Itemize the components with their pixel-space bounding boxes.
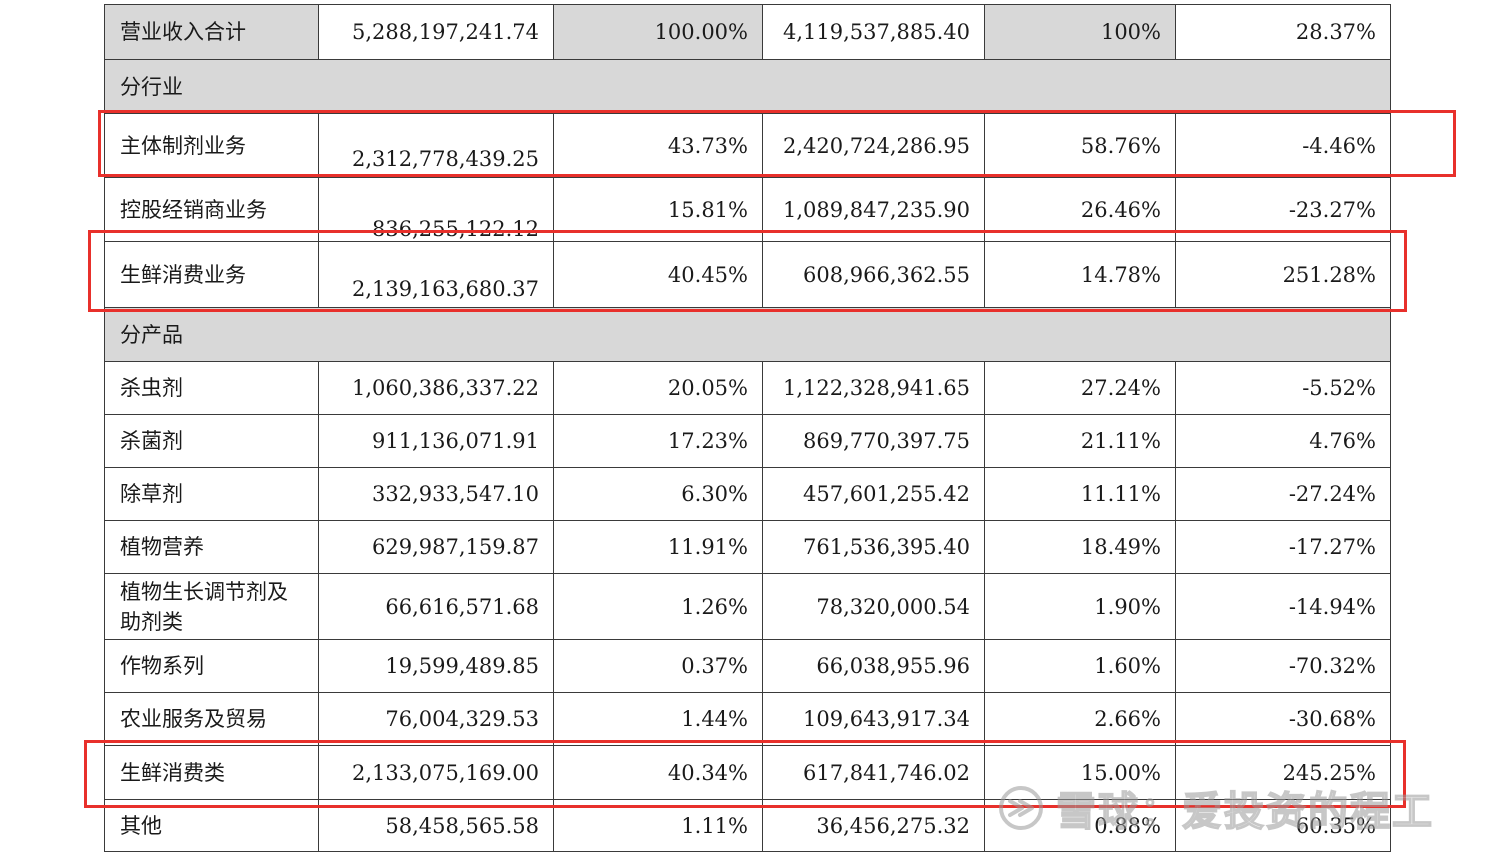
prior-share: 21.11% bbox=[984, 414, 1176, 468]
prior-share: 1.90% bbox=[984, 573, 1176, 640]
current-amount: 836,255,122.12 bbox=[318, 177, 554, 242]
current-amount: 19,599,489.85 bbox=[318, 639, 554, 693]
current-share: 43.73% bbox=[553, 113, 763, 178]
total-prior-share: 100% bbox=[984, 4, 1176, 60]
change-rate: -23.27% bbox=[1175, 177, 1391, 242]
change-rate: -4.46% bbox=[1175, 113, 1391, 178]
current-share: 0.37% bbox=[553, 639, 763, 693]
change-rate: 4.76% bbox=[1175, 414, 1391, 468]
change-rate: -14.94% bbox=[1175, 573, 1391, 640]
total-change: 28.37% bbox=[1175, 4, 1391, 60]
current-amount: 58,458,565.58 bbox=[318, 799, 554, 852]
prior-amount: 457,601,255.42 bbox=[762, 467, 985, 521]
current-amount: 629,987,159.87 bbox=[318, 520, 554, 574]
table-row: 杀虫剂 1,060,386,337.22 20.05% 1,122,328,94… bbox=[104, 361, 1391, 415]
current-share: 1.26% bbox=[553, 573, 763, 640]
current-amount: 2,139,163,680.37 bbox=[318, 241, 554, 308]
prior-amount: 2,420,724,286.95 bbox=[762, 113, 985, 178]
current-share: 1.44% bbox=[553, 692, 763, 746]
table-row: 主体制剂业务 2,312,778,439.25 43.73% 2,420,724… bbox=[104, 113, 1391, 178]
table-row: 植物生长调节剂及助剂类 66,616,571.68 1.26% 78,320,0… bbox=[104, 573, 1391, 640]
prior-amount: 1,089,847,235.90 bbox=[762, 177, 985, 242]
row-label: 控股经销商业务 bbox=[104, 177, 319, 242]
current-amount: 66,616,571.68 bbox=[318, 573, 554, 640]
row-label: 杀菌剂 bbox=[104, 414, 319, 468]
prior-share: 0.88% bbox=[984, 799, 1176, 852]
row-label: 除草剂 bbox=[104, 467, 319, 521]
current-amount: 2,312,778,439.25 bbox=[318, 113, 554, 178]
table-row: 杀菌剂 911,136,071.91 17.23% 869,770,397.75… bbox=[104, 414, 1391, 468]
current-share: 20.05% bbox=[553, 361, 763, 415]
row-label: 农业服务及贸易 bbox=[104, 692, 319, 746]
prior-amount: 78,320,000.54 bbox=[762, 573, 985, 640]
table-row: 其他 58,458,565.58 1.11% 36,456,275.32 0.8… bbox=[104, 799, 1391, 852]
prior-share: 58.76% bbox=[984, 113, 1176, 178]
prior-amount: 608,966,362.55 bbox=[762, 241, 985, 308]
change-rate: -70.32% bbox=[1175, 639, 1391, 693]
total-row: 营业收入合计 5,288,197,241.74 100.00% 4,119,53… bbox=[104, 4, 1391, 60]
revenue-table: 营业收入合计 5,288,197,241.74 100.00% 4,119,53… bbox=[104, 4, 1391, 852]
current-share: 1.11% bbox=[553, 799, 763, 852]
total-label: 营业收入合计 bbox=[104, 4, 319, 60]
change-rate: 60.35% bbox=[1175, 799, 1391, 852]
table-row: 生鲜消费类 2,133,075,169.00 40.34% 617,841,74… bbox=[104, 745, 1391, 800]
change-rate: 245.25% bbox=[1175, 745, 1391, 800]
prior-amount: 36,456,275.32 bbox=[762, 799, 985, 852]
prior-share: 11.11% bbox=[984, 467, 1176, 521]
current-share: 40.34% bbox=[553, 745, 763, 800]
table-row: 农业服务及贸易 76,004,329.53 1.44% 109,643,917.… bbox=[104, 692, 1391, 746]
table-row: 控股经销商业务 836,255,122.12 15.81% 1,089,847,… bbox=[104, 177, 1391, 242]
current-amount: 1,060,386,337.22 bbox=[318, 361, 554, 415]
prior-amount: 617,841,746.02 bbox=[762, 745, 985, 800]
prior-amount: 761,536,395.40 bbox=[762, 520, 985, 574]
current-share: 11.91% bbox=[553, 520, 763, 574]
table-row: 作物系列 19,599,489.85 0.37% 66,038,955.96 1… bbox=[104, 639, 1391, 693]
section-label-product: 分产品 bbox=[104, 307, 1391, 362]
prior-amount: 1,122,328,941.65 bbox=[762, 361, 985, 415]
row-label: 植物生长调节剂及助剂类 bbox=[104, 573, 319, 640]
prior-share: 27.24% bbox=[984, 361, 1176, 415]
prior-share: 2.66% bbox=[984, 692, 1176, 746]
table-row: 除草剂 332,933,547.10 6.30% 457,601,255.42 … bbox=[104, 467, 1391, 521]
row-label: 生鲜消费类 bbox=[104, 745, 319, 800]
total-prior-amount: 4,119,537,885.40 bbox=[762, 4, 985, 60]
change-rate: -30.68% bbox=[1175, 692, 1391, 746]
row-label: 作物系列 bbox=[104, 639, 319, 693]
change-rate: -5.52% bbox=[1175, 361, 1391, 415]
row-label: 主体制剂业务 bbox=[104, 113, 319, 178]
current-amount: 2,133,075,169.00 bbox=[318, 745, 554, 800]
change-rate: -27.24% bbox=[1175, 467, 1391, 521]
row-label: 植物营养 bbox=[104, 520, 319, 574]
prior-share: 18.49% bbox=[984, 520, 1176, 574]
row-label: 生鲜消费业务 bbox=[104, 241, 319, 308]
current-share: 17.23% bbox=[553, 414, 763, 468]
table-row: 生鲜消费业务 2,139,163,680.37 40.45% 608,966,3… bbox=[104, 241, 1391, 308]
total-current-amount: 5,288,197,241.74 bbox=[318, 4, 554, 60]
change-rate: -17.27% bbox=[1175, 520, 1391, 574]
row-label: 杀虫剂 bbox=[104, 361, 319, 415]
section-label-industry: 分行业 bbox=[104, 59, 1391, 114]
prior-share: 14.78% bbox=[984, 241, 1176, 308]
current-share: 15.81% bbox=[553, 177, 763, 242]
prior-share: 1.60% bbox=[984, 639, 1176, 693]
prior-amount: 109,643,917.34 bbox=[762, 692, 985, 746]
current-amount: 76,004,329.53 bbox=[318, 692, 554, 746]
prior-share: 26.46% bbox=[984, 177, 1176, 242]
total-current-share: 100.00% bbox=[553, 4, 763, 60]
change-rate: 251.28% bbox=[1175, 241, 1391, 308]
section-header-product: 分产品 bbox=[104, 307, 1391, 362]
current-amount: 911,136,071.91 bbox=[318, 414, 554, 468]
current-amount: 332,933,547.10 bbox=[318, 467, 554, 521]
prior-share: 15.00% bbox=[984, 745, 1176, 800]
table-row: 植物营养 629,987,159.87 11.91% 761,536,395.4… bbox=[104, 520, 1391, 574]
current-share: 6.30% bbox=[553, 467, 763, 521]
prior-amount: 66,038,955.96 bbox=[762, 639, 985, 693]
row-label: 其他 bbox=[104, 799, 319, 852]
section-header-industry: 分行业 bbox=[104, 59, 1391, 114]
current-share: 40.45% bbox=[553, 241, 763, 308]
prior-amount: 869,770,397.75 bbox=[762, 414, 985, 468]
